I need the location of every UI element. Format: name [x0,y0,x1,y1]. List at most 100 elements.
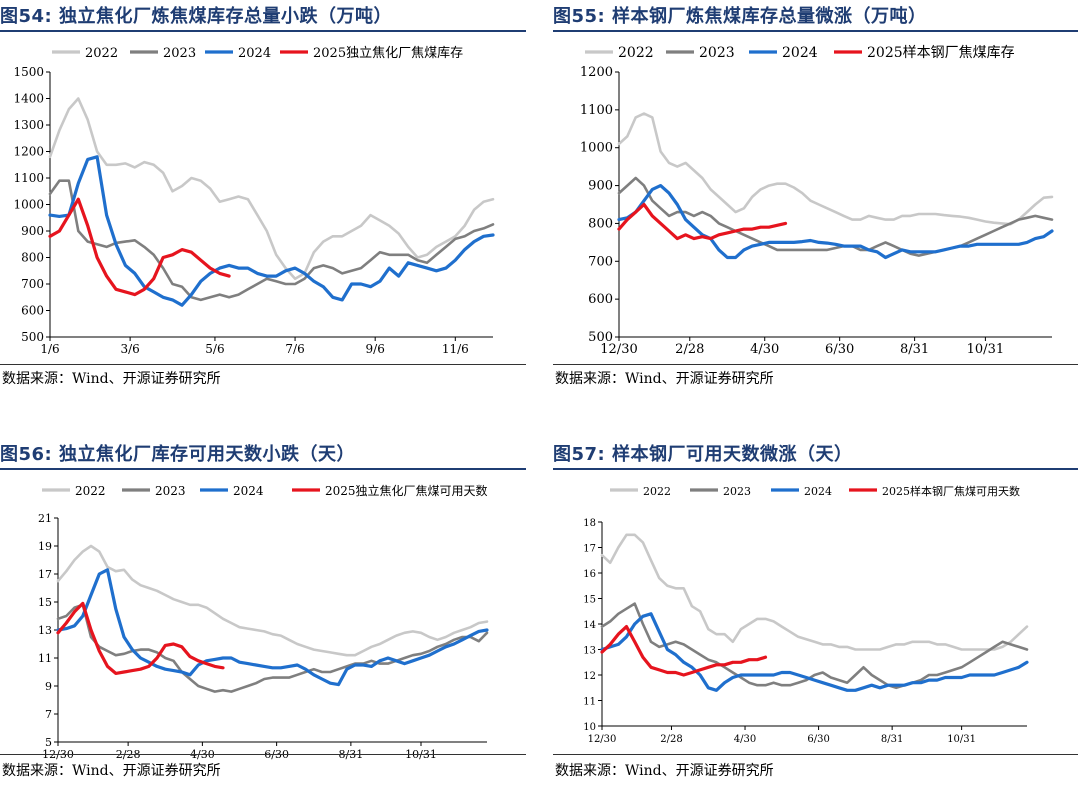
x-tick-label: 5/6 [205,342,224,356]
legend-label-0: 2022 [85,46,118,61]
series-line-1 [617,176,1054,257]
y-tick-label: 1300 [13,118,44,132]
x-tick-label: 4/30 [750,342,779,357]
y-tick-label: 1200 [13,145,44,159]
x-tick-label: 3/6 [120,342,139,356]
chart-panel-56: 图56: 独立焦化厂库存可用天数小跌（天） 2022 2023 2024 2025独立… [0,436,528,786]
x-tick-label: 6/30 [807,734,829,745]
y-tick-label: 600 [21,304,44,318]
y-tick-label: 1100 [13,171,44,185]
x-tick-label: 7/6 [285,342,304,356]
x-tick-label: 10/31 [947,734,976,745]
legend-label-3: 2025独立焦化厂焦煤可用天数 [325,483,488,498]
y-tick-label: 19 [38,540,52,553]
x-tick-label: 11/6 [442,342,469,356]
x-tick-label: 1/6 [40,342,59,356]
source-note: 数据来源：Wind、开源证券研究所 [555,371,774,387]
y-tick-label: 7 [45,708,52,721]
y-tick-label: 16 [583,569,596,580]
series-line-2 [48,155,495,307]
chart-title: 图57: 样本钢厂可用天数微涨（天） [553,444,853,465]
y-tick-label: 13 [583,646,596,657]
series-line-3 [48,197,231,297]
title-rule [0,30,526,32]
x-tick-label: 4/30 [734,734,756,745]
y-tick-label: 17 [583,544,596,555]
x-tick-label: 8/31 [900,342,929,357]
series-line-1 [48,179,495,302]
source-rule [0,754,526,755]
y-tick-label: 1100 [580,103,613,118]
legend-label-1: 2023 [723,485,751,498]
title-rule [553,468,1078,470]
series-line-0 [617,112,1054,226]
x-tick-label: 8/31 [881,734,903,745]
source-note: 数据来源：Wind、开源证券研究所 [555,763,774,779]
y-tick-label: 900 [588,179,613,194]
series-line-2 [56,568,489,687]
y-tick-label: 18 [583,518,596,529]
chart-title: 图54: 独立焦化厂炼焦煤库存总量小跌（万吨） [0,6,393,27]
y-tick-label: 15 [583,595,596,606]
chart-title: 图56: 独立焦化厂库存可用天数小跌（天） [0,444,356,465]
series-line-0 [600,533,1029,651]
chart-svg: 2022 2023 2024 2025独立焦化厂焦煤库存 500 600 700 800 900… [13,45,495,356]
x-tick-label: 2/28 [660,734,682,745]
source-rule [553,754,1078,755]
x-tick-label: 9/6 [366,342,385,356]
y-tick-label: 14 [583,620,596,631]
chart-title: 图55: 样本钢厂炼焦煤库存总量微涨（万吨） [553,6,927,27]
y-tick-label: 900 [21,224,44,238]
chart-panel-55: 图55: 样本钢厂炼焦煤库存总量微涨（万吨） 2022 2023 2024 2025样… [553,0,1080,393]
y-tick-label: 5 [45,736,52,749]
y-tick-label: 1000 [580,141,613,156]
y-tick-label: 9 [45,680,52,693]
y-tick-label: 11 [583,697,596,708]
legend-label-2: 2024 [233,484,264,498]
legend-label-1: 2023 [699,45,735,61]
legend-label-2: 2024 [782,45,818,61]
source-note: 数据来源：Wind、开源证券研究所 [2,763,221,779]
y-tick-label: 17 [38,568,52,581]
series-line-3 [617,202,788,241]
source-rule [553,364,1078,365]
title-rule [0,468,526,470]
legend-label-0: 2022 [643,485,671,498]
x-tick-label: 2/28 [675,342,704,357]
legend-label-2: 2024 [804,485,832,498]
title-rule [553,30,1078,32]
y-tick-label: 21 [38,512,52,525]
y-tick-label: 1400 [13,92,44,106]
source-rule [0,364,526,365]
series-line-2 [600,612,1029,692]
y-tick-label: 1500 [13,65,44,79]
x-tick-label: 6/30 [825,342,854,357]
chart-panel-57: 图57: 样本钢厂可用天数微涨（天） 2022 2023 2024 2025样本钢厂焦… [553,436,1080,786]
y-tick-label: 700 [21,277,44,291]
y-tick-label: 11 [38,652,52,665]
y-tick-label: 500 [588,330,613,345]
legend-label-1: 2023 [155,484,186,498]
source-note: 数据来源：Wind、开源证券研究所 [2,371,221,387]
chart-panel-54: 图54: 独立焦化厂炼焦煤库存总量小跌（万吨） 2022 2023 2024 2025… [0,0,528,393]
y-tick-label: 1200 [580,65,613,80]
chart-svg: 2022 2023 2024 2025样本钢厂焦煤可用天数 10 11 12 13 14 15 16… [583,484,1029,745]
y-tick-label: 500 [21,330,44,344]
series-line-2 [617,184,1054,260]
chart-svg: 2022 2023 2024 2025样本钢厂焦煤库存 500 600 700 800 900 1… [580,45,1054,357]
y-tick-label: 12 [583,671,596,682]
y-tick-label: 10 [583,722,596,733]
y-tick-label: 13 [38,624,52,637]
series-line-3 [56,601,225,675]
legend-label-1: 2023 [163,46,196,61]
y-tick-label: 700 [588,254,613,269]
x-tick-label: 12/30 [600,342,637,357]
series-line-1 [56,603,489,693]
legend-label-0: 2022 [75,484,106,498]
chart-svg: 2022 2023 2024 2025独立焦化厂焦煤可用天数 5 7 9 11 13 15 17 19… [38,483,489,761]
y-tick-label: 600 [588,292,613,307]
series-line-0 [48,97,495,280]
series-line-1 [600,602,1029,690]
y-tick-label: 800 [21,251,44,265]
y-tick-label: 15 [38,596,52,609]
